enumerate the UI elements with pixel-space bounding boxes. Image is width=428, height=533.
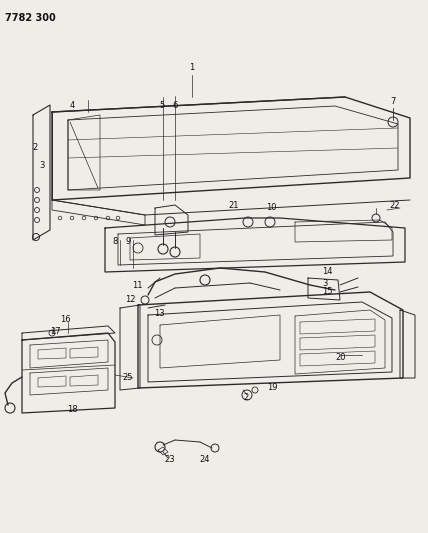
Text: 12: 12 (125, 295, 136, 304)
Text: 8: 8 (112, 238, 118, 246)
Text: 10: 10 (266, 204, 276, 213)
Text: 7782 300: 7782 300 (5, 13, 56, 23)
Text: 25: 25 (122, 374, 133, 383)
Text: 13: 13 (155, 309, 165, 318)
Text: 3: 3 (322, 279, 327, 287)
Text: 23: 23 (165, 456, 175, 464)
Text: 9: 9 (125, 238, 131, 246)
Text: 16: 16 (59, 316, 70, 325)
Text: 18: 18 (67, 406, 77, 415)
Text: 22: 22 (389, 201, 399, 211)
Text: 24: 24 (200, 456, 210, 464)
Text: 20: 20 (335, 353, 345, 362)
Text: 21: 21 (229, 200, 239, 209)
Text: 7: 7 (390, 98, 396, 107)
Text: 3: 3 (39, 160, 45, 169)
Text: 6: 6 (172, 101, 178, 109)
Text: 4: 4 (69, 101, 74, 109)
Text: 1: 1 (189, 63, 195, 72)
Text: 5: 5 (159, 101, 165, 109)
Text: 2: 2 (33, 143, 38, 152)
Text: 14: 14 (322, 266, 333, 276)
Text: 11: 11 (133, 280, 143, 289)
Text: 17: 17 (50, 327, 60, 336)
Text: 15: 15 (322, 287, 333, 296)
Text: 2: 2 (244, 392, 249, 401)
Text: 19: 19 (267, 384, 277, 392)
